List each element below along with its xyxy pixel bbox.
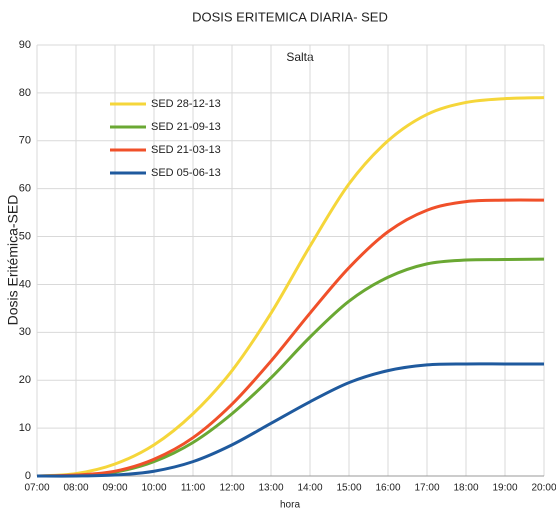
x-tick-label: 12:00 [219, 483, 244, 494]
legend-label: SED 28-12-13 [151, 98, 221, 110]
y-tick-label: 90 [19, 39, 31, 51]
y-tick-label: 0 [25, 470, 31, 482]
x-tick-label: 14:00 [297, 483, 322, 494]
x-tick-label: 16:00 [375, 483, 400, 494]
x-tick-label: 15:00 [336, 483, 361, 494]
x-tick-label: 18:00 [453, 483, 478, 494]
series-line [36, 198, 545, 478]
y-tick-label: 50 [19, 230, 31, 242]
y-tick-label: 30 [19, 326, 31, 338]
legend-label: SED 05-06-13 [151, 167, 221, 179]
y-tick-label: 60 [19, 183, 31, 195]
x-tick-label: 07:00 [24, 483, 49, 494]
y-tick-label: 70 [19, 135, 31, 147]
y-tick-label: 10 [19, 422, 31, 434]
chart-title: DOSIS ERITEMICA DIARIA- SED [192, 9, 388, 24]
x-tick-label: 11:00 [181, 483, 206, 494]
y-axis-label: Dosis Eritémica-SED [5, 195, 21, 326]
x-tick-label: 10:00 [141, 483, 166, 494]
legend-label: SED 21-03-13 [151, 144, 221, 156]
x-tick-label: 20:00 [531, 483, 556, 494]
x-tick-label: 13:00 [258, 483, 283, 494]
series-line [36, 96, 545, 478]
series-line [36, 362, 544, 478]
y-tick-label: 80 [19, 87, 31, 99]
chart-subtitle: Salta [286, 50, 314, 64]
x-tick-label: 19:00 [492, 483, 517, 494]
x-tick-label: 17:00 [414, 483, 439, 494]
y-tick-label: 40 [19, 278, 31, 290]
legend-label: SED 21-09-13 [151, 121, 221, 133]
x-tick-label: 08:00 [63, 483, 88, 494]
x-tick-label: 09:00 [102, 483, 127, 494]
y-tick-label: 20 [19, 374, 31, 386]
x-axis-label: hora [280, 500, 300, 511]
series-line [36, 257, 545, 478]
